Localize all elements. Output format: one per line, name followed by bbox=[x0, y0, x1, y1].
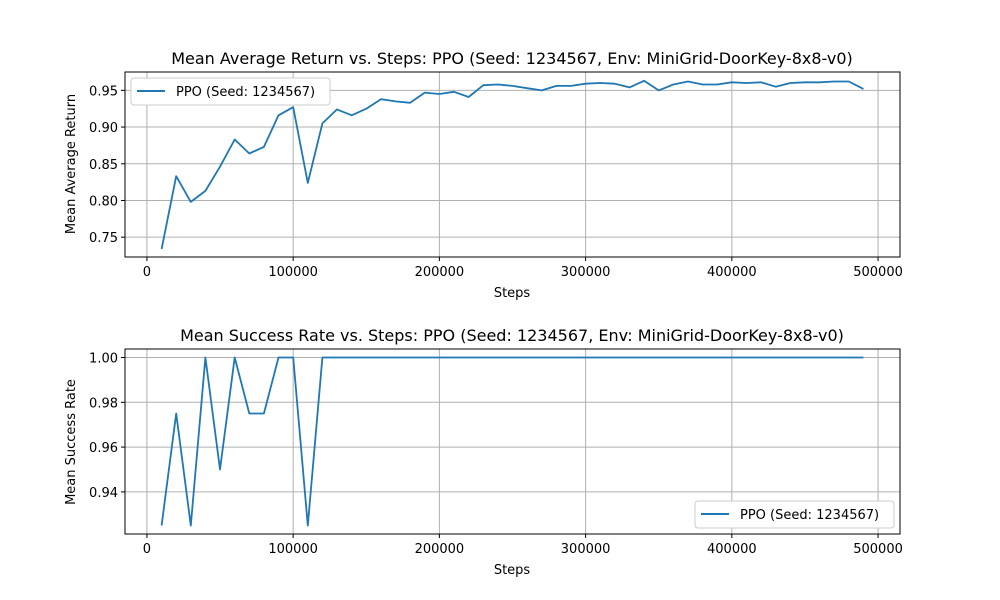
success-chart-y-tick-label: 0.98 bbox=[89, 396, 118, 411]
success-chart-legend-box bbox=[694, 500, 895, 529]
success-chart-legend-label: PPO (Seed: 1234567) bbox=[740, 508, 879, 523]
return-chart-x-tick-label: 200000 bbox=[415, 265, 465, 280]
return-chart-line bbox=[160, 79, 864, 250]
success-chart-x-tick-label: 0 bbox=[143, 542, 151, 557]
success-chart-ticks: 0 100000 200000 300000 400000 500000 0.94 0.96 0… bbox=[89, 352, 903, 557]
success-chart-series-line bbox=[160, 356, 864, 527]
success-chart-x-label: Steps bbox=[494, 563, 531, 578]
success-chart-y-tick-label: 0.94 bbox=[89, 486, 118, 501]
return-chart-y-tick-label: 0.85 bbox=[89, 158, 118, 173]
return-chart-y-label: Mean Average Return bbox=[64, 94, 79, 234]
success-chart-legend: PPO (Seed: 1234567) bbox=[694, 500, 895, 529]
success-chart-line bbox=[160, 356, 864, 527]
return-chart-title: Mean Average Return vs. Steps: PPO (Seed… bbox=[171, 49, 853, 68]
success-chart-x-tick-label: 400000 bbox=[707, 542, 757, 557]
success-chart-x-tick-label: 500000 bbox=[853, 542, 903, 557]
success-chart-y-tick-label: 1.00 bbox=[89, 352, 118, 367]
success-chart-x-tick-label: 300000 bbox=[561, 542, 611, 557]
return-chart-series-line bbox=[160, 79, 864, 250]
return-chart-ticks: 0 100000 200000 300000 400000 500000 0.75 0.80 0… bbox=[89, 84, 903, 280]
return-chart: Mean Average Return vs. Steps: PPO (Seed… bbox=[64, 49, 903, 301]
return-chart-y-tick-label: 0.90 bbox=[89, 121, 118, 136]
return-chart-y-tick-label: 0.95 bbox=[89, 84, 118, 99]
return-chart-legend-box bbox=[130, 77, 331, 106]
return-chart-x-tick-label: 100000 bbox=[268, 265, 318, 280]
return-chart-x-tick-label: 300000 bbox=[561, 265, 611, 280]
return-chart-x-tick-label: 400000 bbox=[707, 265, 757, 280]
success-chart: Mean Success Rate vs. Steps: PPO (Seed: … bbox=[64, 326, 903, 578]
return-chart-y-tick-label: 0.75 bbox=[89, 231, 118, 246]
return-chart-frame bbox=[124, 71, 901, 258]
success-chart-frame bbox=[124, 348, 901, 535]
return-chart-legend: PPO (Seed: 1234567) bbox=[130, 77, 331, 106]
return-chart-y-tick-label: 0.80 bbox=[89, 194, 118, 209]
success-chart-title: Mean Success Rate vs. Steps: PPO (Seed: … bbox=[180, 326, 844, 345]
return-chart-x-tick-label: 500000 bbox=[853, 265, 903, 280]
success-chart-x-tick-label: 100000 bbox=[268, 542, 318, 557]
return-chart-x-tick-label: 0 bbox=[143, 265, 151, 280]
success-chart-y-label: Mean Success Rate bbox=[64, 379, 79, 505]
return-chart-legend-label: PPO (Seed: 1234567) bbox=[176, 85, 315, 100]
return-chart-x-label: Steps bbox=[494, 286, 531, 301]
success-chart-y-tick-label: 0.96 bbox=[89, 441, 118, 456]
success-chart-x-tick-label: 200000 bbox=[415, 542, 465, 557]
